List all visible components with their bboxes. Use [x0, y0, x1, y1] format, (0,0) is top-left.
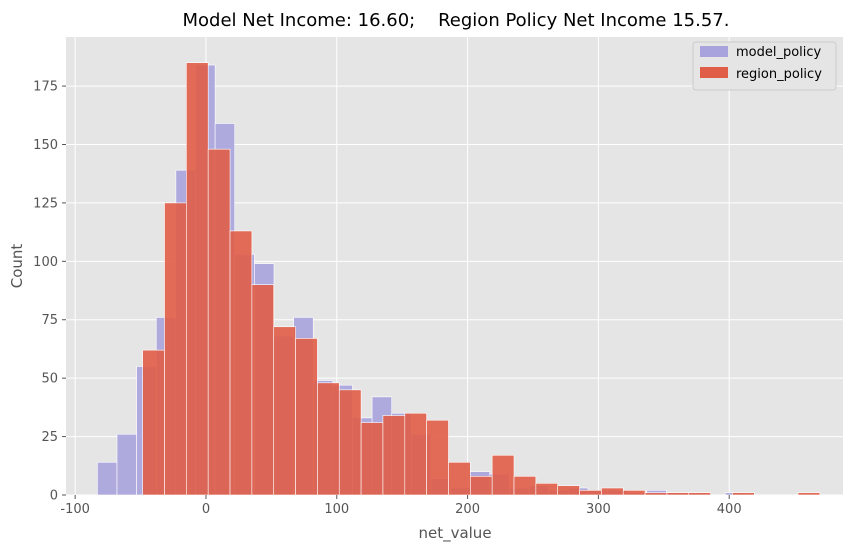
x-tick-label: 300	[586, 502, 611, 517]
y-tick-label: 75	[41, 313, 58, 328]
y-tick-label: 125	[33, 196, 58, 211]
bar-region-policy	[251, 284, 275, 496]
bar-region-policy	[317, 382, 340, 496]
bar-region-policy	[644, 492, 668, 496]
legend-box	[692, 41, 837, 91]
legend-swatch-model-policy	[700, 46, 728, 57]
chart-title: Model Net Income: 16.60; Region Policy N…	[183, 10, 730, 31]
x-tick-label: 200	[455, 502, 480, 517]
bar-region-policy	[186, 62, 209, 496]
bar-region-policy	[579, 490, 602, 496]
legend-swatch-region-policy	[700, 67, 728, 78]
bar-region-policy	[688, 492, 711, 496]
bar-region-policy	[207, 148, 231, 496]
y-tick-label: 25	[41, 430, 58, 445]
bar-region-policy	[513, 476, 537, 496]
x-tick-label: 0	[202, 502, 210, 517]
x-tick-label: -100	[60, 502, 90, 517]
bar-region-policy	[360, 422, 384, 496]
bar-region-policy	[601, 487, 624, 496]
bar-region-policy	[732, 492, 755, 496]
bar-region-policy	[273, 326, 296, 496]
bar-region-policy	[426, 419, 449, 496]
bar-region-policy	[338, 389, 362, 496]
bar-region-policy	[142, 349, 165, 496]
bar-region-policy	[622, 490, 646, 496]
y-tick-label: 100	[33, 255, 58, 270]
bar-region-policy	[164, 202, 187, 496]
bar-region-policy	[448, 461, 471, 496]
bar-region-policy	[295, 338, 318, 496]
bar-region-policy	[535, 483, 559, 496]
legend: model_policy region_policy	[692, 41, 837, 91]
bar-region-policy	[404, 412, 427, 496]
bar-region-policy	[229, 230, 253, 496]
bar-region-policy	[666, 492, 690, 496]
bar-region-policy	[491, 454, 515, 496]
bar-model-policy	[116, 433, 137, 496]
legend-label-region-policy: region_policy	[736, 67, 822, 82]
x-tick-label: 100	[324, 502, 349, 517]
y-tick-label: 50	[41, 372, 58, 387]
histogram-bars	[97, 62, 821, 496]
y-axis-label: Count	[8, 244, 26, 289]
bar-region-policy	[797, 492, 821, 496]
x-axis-label: net_value	[418, 524, 491, 543]
y-tick-label: 150	[33, 138, 58, 153]
bar-region-policy	[557, 485, 580, 496]
x-tick-label: 400	[717, 502, 742, 517]
bar-model-policy	[97, 461, 118, 496]
bar-region-policy	[470, 476, 493, 496]
y-tick-label: 175	[33, 80, 58, 95]
bar-region-policy	[382, 415, 406, 496]
legend-label-model-policy: model_policy	[736, 45, 822, 60]
y-tick-label: 0	[50, 489, 58, 504]
